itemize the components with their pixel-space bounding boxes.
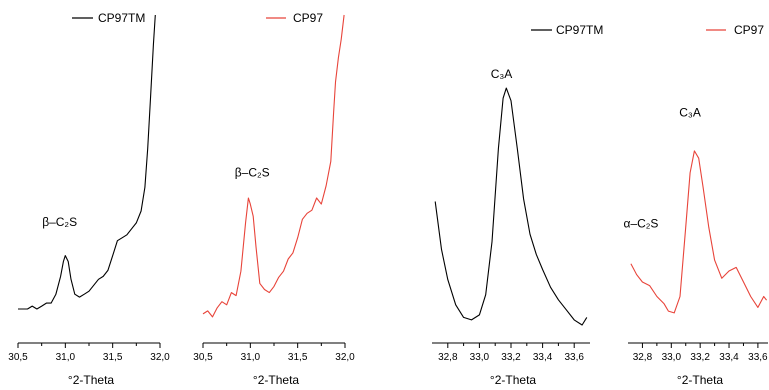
series-line-cp97tm — [18, 14, 156, 310]
x-tick-label: 33,4 — [533, 352, 553, 363]
peak-annotation: α–C₂S — [624, 216, 659, 230]
peak-annotation: C₃A — [491, 67, 513, 81]
legend-label: CP97 — [734, 23, 764, 37]
x-axis-label: °2-Theta — [490, 373, 536, 387]
x-tick-label: 33,2 — [501, 352, 521, 363]
x-tick-label: 31,5 — [288, 352, 308, 363]
x-tick-label: 30,5 — [8, 352, 28, 363]
legend-label: CP97TM — [98, 11, 145, 25]
x-tick-label: 31,5 — [103, 352, 123, 363]
peak-annotation: C₃A — [679, 105, 701, 119]
x-axis-label: °2-Theta — [253, 373, 299, 387]
chart-panel-4: 32,8 33,0 33,2 33,4 33,6 °2-Theta CP97 C₃A α–C₂S — [624, 23, 769, 387]
x-tick-label: 33,0 — [662, 352, 682, 363]
legend-label: CP97TM — [556, 23, 603, 37]
x-tick-label: 31,0 — [241, 352, 261, 363]
series-line-cp97 — [202, 14, 345, 318]
x-tick-label: 32,0 — [335, 352, 355, 363]
x-tick-label: 32,0 — [150, 352, 170, 363]
x-tick-label: 30,5 — [193, 352, 213, 363]
series-line-cp97tm — [434, 87, 588, 326]
series-line-cp97 — [630, 150, 768, 314]
x-tick-label: 33,6 — [748, 352, 768, 363]
x-axis-label: °2-Theta — [677, 373, 723, 387]
x-tick-label: 33,4 — [719, 352, 739, 363]
chart-panel-3: 32,8 33,0 33,2 33,4 33,6 °2-Theta CP97TM C₃A — [432, 23, 603, 387]
x-tick-label: 33,6 — [564, 352, 584, 363]
x-axis-label: °2-Theta — [68, 373, 114, 387]
x-tick-label: 33,0 — [470, 352, 490, 363]
legend-label: CP97 — [293, 11, 323, 25]
x-tick-label: 33,2 — [690, 352, 710, 363]
x-tick-label: 32,8 — [438, 352, 458, 363]
peak-annotation: β–C₂S — [235, 166, 270, 180]
x-tick-label: 31,0 — [56, 352, 76, 363]
chart-panel-1: 30,5 31,0 31,5 32,0 °2-Theta CP97TM β–C₂S — [8, 11, 170, 387]
chart-panel-2: 30,5 31,0 31,5 32,0 °2-Theta CP97 β–C₂S — [193, 11, 355, 387]
peak-annotation: β–C₂S — [42, 215, 77, 229]
x-tick-label: 32,8 — [633, 352, 653, 363]
